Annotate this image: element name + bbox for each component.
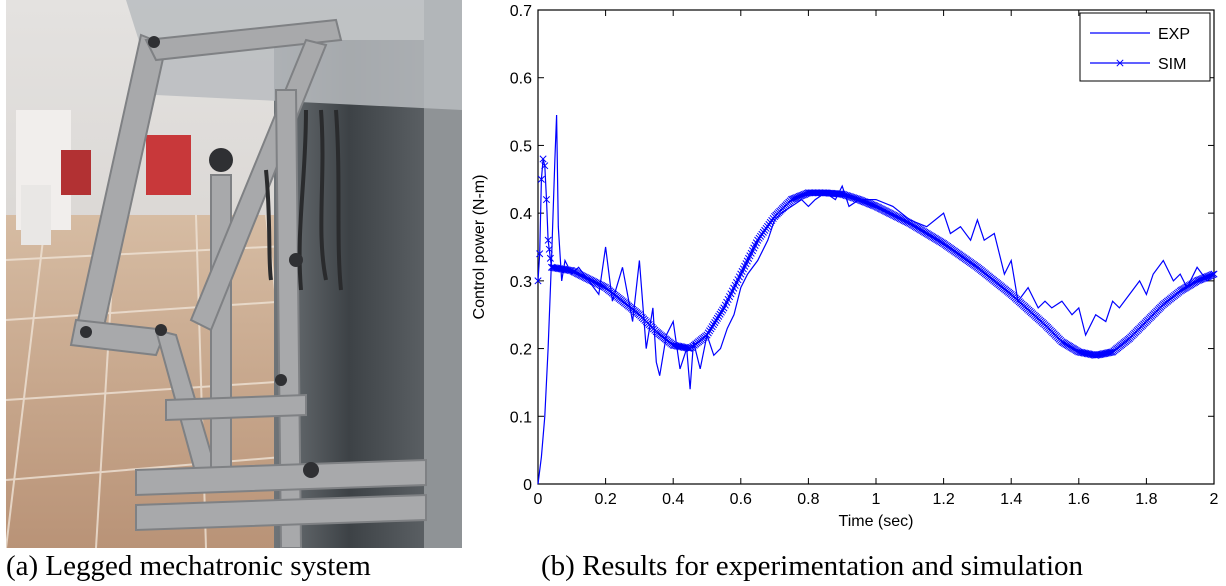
series-marker — [534, 277, 542, 285]
series-marker — [1086, 350, 1094, 358]
series-marker — [1209, 271, 1217, 279]
x-tick-label: 1.6 — [1068, 491, 1090, 508]
series-marker — [671, 341, 679, 350]
y-tick-label: 0.5 — [510, 138, 532, 155]
series-marker — [711, 318, 719, 327]
caption-a: (a) Legged mechatronic system — [6, 550, 371, 582]
series-marker — [708, 323, 716, 331]
x-tick-label: 0.6 — [730, 491, 752, 508]
series-marker — [1080, 349, 1088, 357]
series-marker — [706, 327, 714, 335]
series-marker — [536, 250, 544, 258]
y-tick-label: 0.4 — [510, 206, 532, 223]
series-marker — [709, 321, 718, 329]
x-tick-label: 0.8 — [797, 491, 819, 508]
series-marker — [1082, 349, 1090, 357]
series-marker — [676, 343, 684, 351]
x-tick-label: 1.4 — [1000, 491, 1022, 508]
series-marker — [837, 190, 845, 198]
series-marker — [1083, 350, 1091, 358]
series-marker — [565, 266, 573, 274]
chart: 0 0.2 0.4 0.6 0.8 1 1.2 1.4 1.6 1.8 2 0 0.1 0.2 0.3 0.4… — [471, 3, 1219, 530]
series-marker — [715, 312, 723, 320]
x-axis-label: Time (sec) — [839, 513, 914, 530]
y-tick-label: 0.2 — [510, 342, 532, 359]
y-tick-label: 0.6 — [510, 71, 532, 88]
x-tick-label: 1.8 — [1135, 491, 1157, 508]
series-line-exp — [537, 114, 1215, 485]
series-marker — [680, 343, 689, 351]
legend-box — [1079, 12, 1211, 82]
legend-label-exp: EXP — [1158, 26, 1190, 43]
series-marker — [542, 196, 551, 204]
series-marker — [713, 314, 721, 322]
series-marker — [1106, 348, 1114, 357]
series-marker — [546, 254, 554, 262]
x-tick-label: 2 — [1210, 491, 1219, 508]
legged-mechatronic-system-photo — [6, 0, 462, 548]
series-line-sim — [537, 158, 1215, 356]
series-marker — [717, 308, 725, 316]
series-marker — [1210, 270, 1218, 278]
y-tick-label: 0.7 — [510, 3, 532, 20]
series-marker — [673, 342, 681, 350]
series-marker — [678, 343, 686, 351]
x-tick-label: 1.2 — [932, 491, 954, 508]
series-marker — [672, 342, 680, 350]
y-tick-label: 0 — [523, 477, 532, 494]
series-marker — [1078, 348, 1086, 357]
caption-b: (b) Results for experimentation and simu… — [541, 550, 1084, 582]
legend-label-sim: SIM — [1158, 56, 1186, 73]
series-marker — [1085, 350, 1093, 358]
x-tick-label: 1 — [872, 491, 881, 508]
x-tick-label: 0.2 — [594, 491, 616, 508]
series-marker — [679, 343, 687, 351]
series-marker — [675, 342, 683, 350]
x-tick-label: 0.4 — [662, 491, 684, 508]
series-marker — [541, 162, 549, 170]
legend-marker — [1116, 59, 1124, 67]
plot-axes: 0 0.2 0.4 0.6 0.8 1 1.2 1.4 1.6 1.8 2 0 0.1 0.2 0.3 0.4… — [471, 3, 1219, 530]
series-marker — [537, 175, 545, 183]
series-marker — [704, 329, 712, 337]
series-marker — [669, 341, 677, 349]
legend: EXP SIM — [1079, 12, 1211, 82]
series-marker — [544, 236, 552, 244]
series-marker — [703, 331, 711, 339]
series-marker — [682, 344, 690, 352]
series-marker — [712, 316, 720, 324]
series-marker — [1076, 348, 1084, 356]
series-marker — [1079, 349, 1087, 357]
x-tick-label: 0 — [534, 491, 543, 508]
series-markers-sim — [534, 155, 1218, 359]
series-marker — [719, 306, 727, 314]
y-axis-label: Control power (N-m) — [471, 175, 488, 320]
series-marker — [716, 310, 724, 318]
plot-series — [534, 114, 1218, 485]
series-marker — [539, 155, 547, 163]
series-marker — [545, 245, 553, 253]
series-marker — [707, 325, 715, 333]
y-tick-label: 0.3 — [510, 274, 532, 291]
series-marker — [1075, 348, 1083, 356]
y-tick-label: 0.1 — [510, 409, 532, 426]
